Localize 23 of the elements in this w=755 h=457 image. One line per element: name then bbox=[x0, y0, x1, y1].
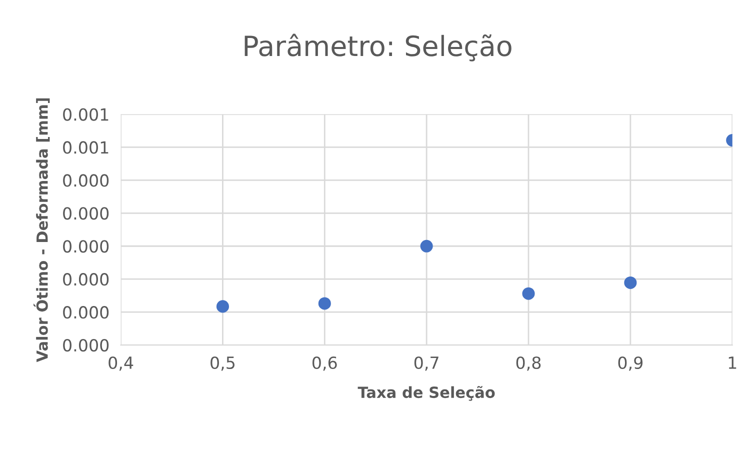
point bbox=[318, 297, 331, 310]
y-tick-label: 0.000 bbox=[63, 338, 109, 352]
x-tick-label: 1 bbox=[728, 356, 736, 369]
y-axis-title: Valor Ótimo - Deformada [mm] bbox=[34, 98, 50, 362]
y-tick-label: 0.000 bbox=[63, 273, 109, 286]
point bbox=[624, 276, 637, 289]
point bbox=[216, 300, 229, 313]
point bbox=[522, 287, 535, 300]
x-tick-label: 0,8 bbox=[516, 356, 541, 371]
y-tick-label: 0.000 bbox=[63, 306, 109, 319]
y-tick-label: 0.001 bbox=[63, 108, 108, 121]
x-axis-title: Taxa de Seleção bbox=[358, 386, 495, 401]
x-tick-label: 0,6 bbox=[312, 356, 337, 371]
point bbox=[420, 240, 433, 252]
y-tick-label: 0.001 bbox=[63, 141, 108, 154]
x-tick-label: 0,4 bbox=[108, 356, 134, 371]
x-tick-label: 0,9 bbox=[618, 356, 643, 371]
y-tick-label: 0.000 bbox=[63, 240, 109, 253]
x-tick-label: 0,5 bbox=[210, 356, 235, 371]
y-tick-label: 0.000 bbox=[63, 207, 109, 220]
chart-title: Parâmetro: Seleção bbox=[244, 34, 512, 62]
x-tick-label: 0,7 bbox=[414, 356, 438, 371]
y-tick-label: 0.000 bbox=[63, 174, 109, 187]
